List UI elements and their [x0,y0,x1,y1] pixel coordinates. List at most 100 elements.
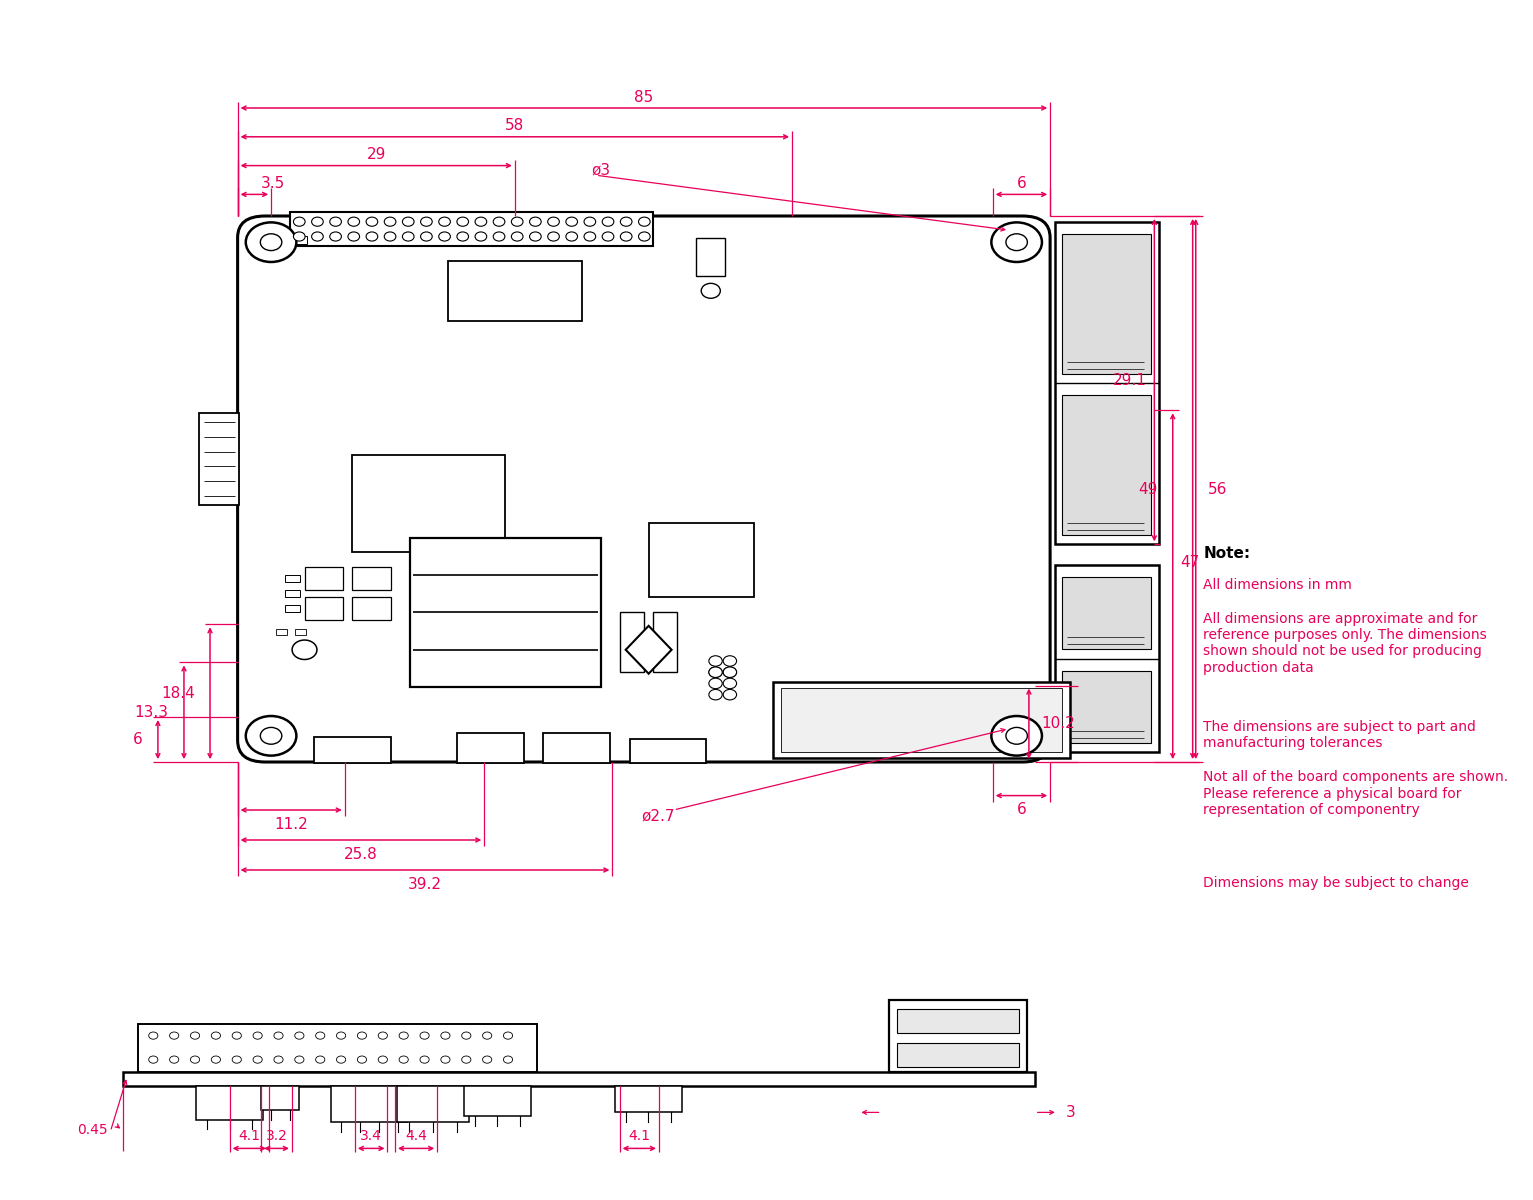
Bar [619,612,644,672]
Circle shape [566,232,578,241]
Circle shape [245,222,296,262]
Circle shape [724,678,736,689]
Circle shape [274,1056,284,1063]
Circle shape [442,1032,451,1039]
Circle shape [379,1056,388,1063]
Bar [353,455,506,552]
Circle shape [402,217,414,227]
Text: Not all of the board components are shown.
Please reference a physical board for: Not all of the board components are show… [1203,770,1508,817]
FancyBboxPatch shape [238,216,1050,762]
Circle shape [639,217,650,227]
Text: 39.2: 39.2 [408,877,442,892]
Text: 13.3: 13.3 [135,704,169,720]
Text: Note:: Note: [1203,546,1251,560]
Circle shape [149,1056,158,1063]
Circle shape [274,1032,284,1039]
Bar [615,1086,682,1112]
Bar [889,1000,1027,1072]
Circle shape [231,1032,241,1039]
Bar [653,612,678,672]
Text: All dimensions in mm: All dimensions in mm [1203,578,1352,593]
Bar [331,1086,408,1122]
Circle shape [212,1056,221,1063]
Text: 6: 6 [133,732,143,748]
Circle shape [294,1056,304,1063]
Circle shape [547,217,560,227]
Circle shape [253,1056,262,1063]
Text: 4.4: 4.4 [405,1129,428,1144]
Text: 47: 47 [1180,554,1200,570]
Bar [196,1086,264,1120]
Circle shape [724,655,736,666]
Bar [409,538,601,688]
Circle shape [461,1032,471,1039]
Circle shape [357,1056,366,1063]
Text: 18.4: 18.4 [161,685,195,701]
Circle shape [708,667,722,678]
Circle shape [337,1032,346,1039]
Circle shape [253,1032,262,1039]
Circle shape [149,1032,158,1039]
Bar [353,598,391,620]
Circle shape [442,1056,451,1063]
Text: 6: 6 [1016,176,1026,191]
Text: 49: 49 [1137,481,1157,497]
Circle shape [402,232,414,241]
Circle shape [316,1032,325,1039]
Circle shape [293,640,317,660]
Circle shape [494,217,504,227]
Circle shape [512,232,523,241]
Text: 4.1: 4.1 [238,1129,261,1144]
Bar [285,590,300,598]
Circle shape [1006,234,1027,251]
Text: ø3: ø3 [592,163,610,178]
Circle shape [457,232,469,241]
Circle shape [547,232,560,241]
Circle shape [348,232,360,241]
Circle shape [512,217,523,227]
Circle shape [170,1056,179,1063]
Circle shape [457,217,469,227]
Circle shape [503,1032,512,1039]
Circle shape [529,232,541,241]
Circle shape [231,1056,241,1063]
Polygon shape [625,626,671,673]
Bar [448,260,581,320]
Bar [696,239,725,276]
Circle shape [330,232,342,241]
Circle shape [420,1032,429,1039]
Circle shape [399,1032,408,1039]
Text: Dimensions may be subject to change: Dimensions may be subject to change [1203,876,1469,890]
Circle shape [503,1056,512,1063]
Circle shape [293,232,305,241]
Text: 4.1: 4.1 [629,1129,650,1144]
Circle shape [602,217,613,227]
Bar [138,1024,537,1072]
Text: 10.2: 10.2 [1041,716,1075,731]
Circle shape [483,1056,492,1063]
Bar [276,629,287,635]
Circle shape [475,217,486,227]
Circle shape [584,232,596,241]
Bar [285,575,300,582]
Bar [397,1086,469,1122]
Bar [305,598,343,620]
Bar [285,605,300,612]
Bar [294,629,307,635]
Bar [897,1009,1019,1033]
Circle shape [293,217,305,227]
Circle shape [261,234,282,251]
Text: 0.45: 0.45 [77,1123,107,1138]
Text: 6: 6 [1016,803,1026,817]
Bar [305,568,343,590]
Bar [457,733,524,763]
Circle shape [357,1032,366,1039]
Circle shape [621,232,632,241]
Text: 58: 58 [506,119,524,133]
Bar [290,212,653,246]
Bar [780,688,1062,752]
Circle shape [708,667,722,678]
Circle shape [992,222,1042,262]
Circle shape [348,217,360,227]
Circle shape [494,232,504,241]
